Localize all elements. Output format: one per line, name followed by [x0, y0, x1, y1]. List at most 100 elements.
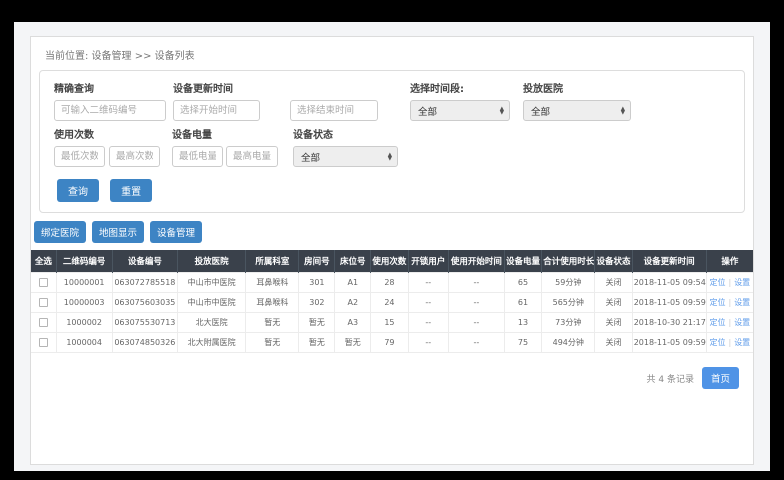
- row-actions-cell: 定位 | 设置: [705, 272, 753, 293]
- table-cell: --: [407, 332, 449, 353]
- filter-panel: 精确查询 设备更新时间 选择时间段: 全部 ▲▼: [39, 70, 745, 213]
- op-divider: |: [728, 318, 732, 327]
- table-cell: 2018-11-05 09:54: [631, 272, 707, 293]
- table-row: 10000001 063072785518 中山市中医院 耳鼻喉科 301 A1 28 -- -…: [31, 272, 753, 293]
- locate-link[interactable]: 定位: [709, 318, 726, 327]
- select-arrows-icon: ▲ ▼: [620, 105, 625, 116]
- table-cell: 中山市中医院: [177, 272, 247, 293]
- locate-link[interactable]: 定位: [709, 278, 726, 287]
- table-action-buttons: 绑定医院 地图显示 设备管理: [34, 221, 753, 243]
- first-page-button[interactable]: 首页: [701, 367, 739, 389]
- table-cell: 暂无: [298, 332, 336, 353]
- table-cell: 79: [370, 332, 409, 353]
- locate-link[interactable]: 定位: [709, 298, 726, 307]
- table-cell: 063075530713: [111, 312, 179, 333]
- filter-group-hospital: 投放医院 全部 ▲ ▼: [523, 75, 631, 121]
- table-cell: A2: [334, 292, 372, 313]
- usage-count-label: 使用次数: [54, 130, 94, 141]
- min-battery-input[interactable]: [172, 146, 223, 167]
- map-display-button[interactable]: 地图显示: [92, 221, 145, 243]
- table-cell: 15: [370, 312, 409, 333]
- device-status-select[interactable]: 全部 ▲ ▼: [293, 146, 398, 167]
- table-cell: 10000003: [55, 292, 113, 313]
- table-cell: 301: [298, 272, 336, 293]
- table-cell: 302: [298, 292, 336, 313]
- query-button[interactable]: 查询: [57, 179, 99, 202]
- table-cell: 73分钟: [541, 312, 596, 333]
- table-cell: 耳鼻喉科: [245, 292, 300, 313]
- table-cell: 2018-11-05 09:59: [631, 332, 707, 353]
- locate-link[interactable]: 定位: [709, 338, 726, 347]
- hospital-value: 全部: [531, 106, 551, 118]
- table-cell: 暂无: [334, 332, 372, 353]
- table-cell: 关闭: [594, 312, 633, 333]
- col-header-start-time: 使用开始时间: [448, 250, 505, 273]
- update-time-label: 设备更新时间: [173, 84, 233, 95]
- row-select-cell: [31, 312, 57, 333]
- reset-button[interactable]: 重置: [110, 179, 153, 202]
- filter-group-device-status: 设备状态 全部 ▲ ▼: [293, 121, 398, 167]
- settings-link[interactable]: 设置: [734, 298, 751, 307]
- battery-label: 设备电量: [172, 130, 212, 141]
- settings-link[interactable]: 设置: [734, 318, 751, 327]
- op-divider: |: [728, 278, 732, 287]
- filter-buttons-row: 查询 重置: [54, 179, 738, 202]
- col-header-bed: 床位号: [334, 250, 372, 273]
- start-time-input[interactable]: [173, 100, 260, 121]
- table-cell: --: [447, 272, 505, 293]
- col-header-department: 所属科室: [245, 250, 300, 273]
- end-time-input[interactable]: [290, 100, 378, 121]
- row-checkbox[interactable]: [38, 298, 48, 307]
- table-row: 1000002 063075530713 北大医院 暂无 暂无 A3 15 -- -- 13 73分…: [31, 312, 753, 333]
- filter-group-time-period: 选择时间段: 全部 ▲ ▼: [410, 75, 510, 121]
- table-cell: 1000004: [55, 332, 113, 353]
- table-cell: 暂无: [298, 312, 336, 333]
- table-cell: 24: [370, 292, 409, 313]
- table-cell: --: [447, 332, 505, 353]
- select-arrows-icon: ▲ ▼: [499, 105, 504, 116]
- table-body: 10000001 063072785518 中山市中医院 耳鼻喉科 301 A1 28 -- -…: [31, 272, 753, 353]
- row-checkbox[interactable]: [38, 338, 48, 347]
- row-actions-cell: 定位 | 设置: [705, 312, 753, 333]
- time-period-value: 全部: [418, 106, 438, 118]
- row-checkbox[interactable]: [38, 318, 48, 327]
- qrcode-number-input[interactable]: [54, 100, 166, 121]
- table-row: 10000003 063075603035 中山市中医院 耳鼻喉科 302 A2 24 -- -…: [31, 292, 753, 313]
- hospital-select[interactable]: 全部 ▲ ▼: [523, 100, 631, 121]
- col-header-update-time: 设备更新时间: [632, 250, 707, 273]
- max-battery-input[interactable]: [226, 146, 278, 167]
- col-header-select-all: 全选: [31, 250, 57, 273]
- table-cell: 暂无: [245, 312, 300, 333]
- table-cell: 65: [503, 272, 543, 293]
- device-manage-button[interactable]: 设备管理: [150, 221, 203, 243]
- col-header-battery: 设备电量: [504, 250, 543, 273]
- col-header-room: 房间号: [298, 250, 336, 273]
- table-cell: A3: [334, 312, 372, 333]
- row-select-cell: [31, 272, 57, 293]
- table-cell: 2018-10-30 21:17: [631, 312, 707, 333]
- time-period-label: 选择时间段:: [410, 84, 464, 95]
- table-cell: 1000002: [55, 312, 113, 333]
- bind-hospital-button[interactable]: 绑定医院: [34, 221, 87, 243]
- settings-link[interactable]: 设置: [734, 338, 751, 347]
- row-actions-cell: 定位 | 设置: [705, 332, 753, 353]
- table-cell: 565分钟: [541, 292, 596, 313]
- col-header-status: 设备状态: [594, 250, 633, 273]
- table-cell: A1: [334, 272, 372, 293]
- settings-link[interactable]: 设置: [734, 278, 751, 287]
- table-cell: --: [407, 272, 449, 293]
- col-header-hospital: 投放医院: [177, 250, 247, 273]
- total-records-text: 共 4 条记录: [646, 374, 694, 385]
- table-cell: 13: [503, 312, 543, 333]
- table-cell: 关闭: [594, 332, 633, 353]
- col-header-unlock-user: 开锁用户: [408, 250, 449, 273]
- time-period-select[interactable]: 全部 ▲ ▼: [410, 100, 510, 121]
- max-count-input[interactable]: [109, 146, 160, 167]
- table-cell: 中山市中医院: [177, 292, 247, 313]
- table-cell: 494分钟: [541, 332, 596, 353]
- row-checkbox[interactable]: [38, 278, 48, 287]
- col-header-operation: 操作: [706, 250, 753, 273]
- filter-group-usage-count: 使用次数: [54, 121, 160, 167]
- min-count-input[interactable]: [54, 146, 105, 167]
- table-cell: 063075603035: [111, 292, 179, 313]
